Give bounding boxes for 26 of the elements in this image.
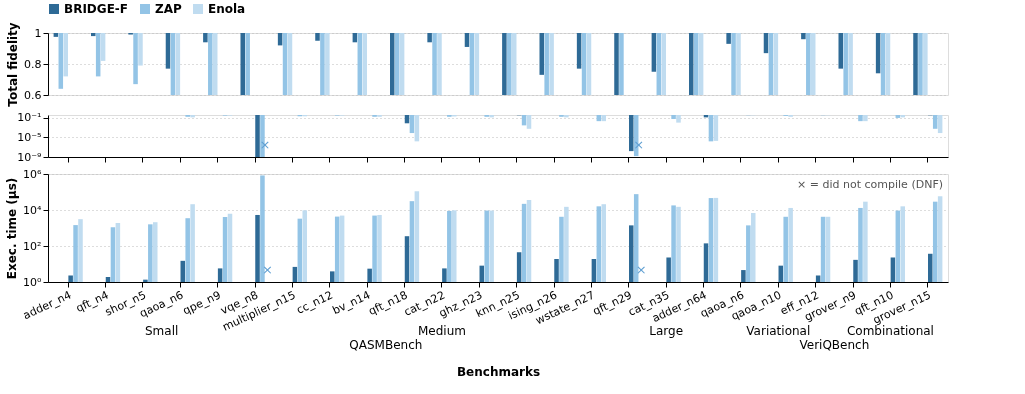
annotation: × = did not compile (DNF)	[797, 178, 943, 191]
text: Variational	[746, 324, 811, 338]
text: Combinational	[846, 324, 934, 338]
y-tick-label: 0.6	[24, 88, 42, 102]
y-tick-label: 10⁰	[23, 275, 43, 289]
legend-label: BRIDGE-F	[64, 2, 129, 16]
text: QASMBench	[349, 338, 423, 352]
legend-label: Enola	[208, 2, 246, 16]
y-tick-label: 1	[34, 26, 42, 40]
annotation: ×	[633, 137, 645, 152]
text: VeriQBench	[799, 338, 870, 352]
y-axis-title: Total fidelity	[6, 22, 21, 107]
annotation: ×	[261, 262, 273, 277]
y-tick-label: 10⁴	[23, 203, 43, 217]
y-tick-label: 10²	[23, 239, 42, 253]
y-tick-label: 10⁻⁵	[17, 130, 42, 144]
text: Small	[144, 324, 179, 338]
legend-label: ZAP	[155, 2, 182, 16]
text: Large	[649, 324, 684, 338]
text: Medium	[417, 324, 466, 338]
y-tick-label: 10⁻¹	[17, 111, 42, 125]
x-axis-title: Benchmarks	[456, 364, 541, 379]
y-axis-title: Exec. time (µs)	[5, 177, 20, 280]
y-tick-label: 0.8	[24, 57, 42, 71]
y-tick-label: 10⁻⁹	[17, 150, 42, 164]
y-tick-label: 10⁶	[23, 167, 43, 181]
